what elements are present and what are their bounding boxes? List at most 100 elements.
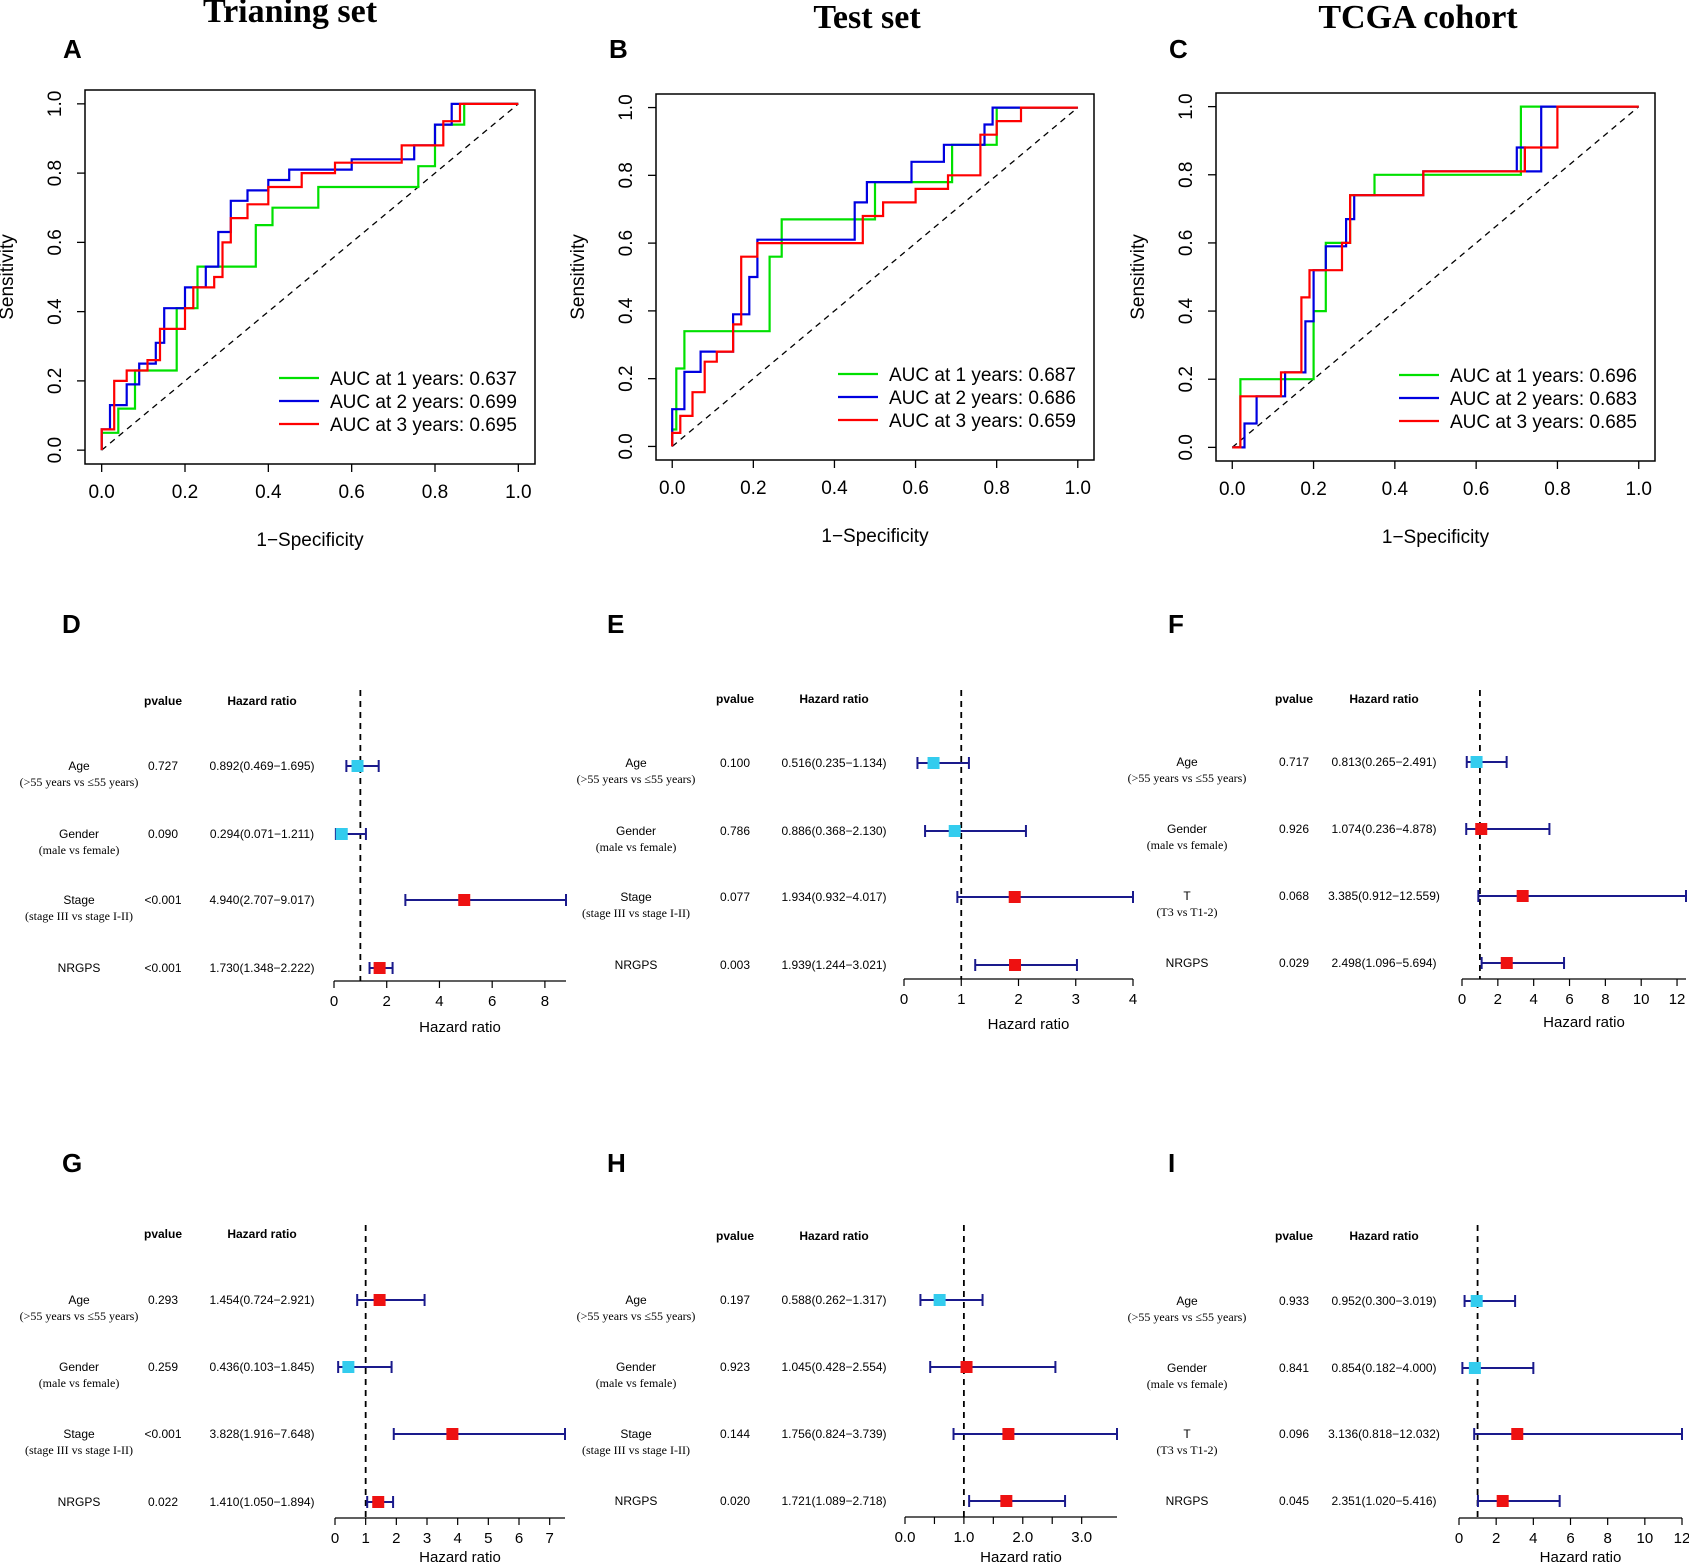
roc-panel-a: Trianing set A 0.0 0.2 0.4 0.6 0.8 1.0 0.0 0.2 0.4… <box>0 0 536 551</box>
hazard-ratio-marker <box>351 760 364 772</box>
pvalue-header: pvalue <box>144 694 182 708</box>
hazard-ratio-marker <box>1470 1295 1483 1307</box>
x-tick-label: 0 <box>900 991 908 1008</box>
row-hazard-ratio: 3.136(0.818−12.032) <box>1328 1427 1440 1441</box>
y-tick-label: 0.6 <box>1176 230 1197 256</box>
panel-label: D <box>62 609 81 639</box>
x-tick-label: 4 <box>453 1530 461 1547</box>
y-tick-label: 1.0 <box>45 91 66 117</box>
x-tick-label: 0.4 <box>821 478 848 499</box>
x-axis-label: Hazard ratio <box>1543 1014 1625 1031</box>
panel-label: E <box>607 609 624 639</box>
y-tick-label: 0.8 <box>616 162 637 188</box>
hazard-ratio-header: Hazard ratio <box>1349 692 1418 706</box>
x-tick-label: 6 <box>1565 991 1573 1008</box>
panel-label: C <box>1169 34 1188 64</box>
y-tick-label: 0.4 <box>616 297 637 324</box>
x-tick-label: 6 <box>1566 1530 1574 1547</box>
hazard-ratio-marker <box>1475 823 1488 835</box>
hazard-ratio-marker <box>373 1294 386 1306</box>
row-pvalue: 0.197 <box>720 1293 750 1307</box>
row-sublabel: (stage III vs stage I-II) <box>25 1443 133 1457</box>
row-pvalue: 0.090 <box>148 827 178 841</box>
row-hazard-ratio: 1.074(0.236−4.878) <box>1331 822 1436 836</box>
roc-curve-2-year <box>671 106 1078 447</box>
y-tick-label: 0.0 <box>616 433 637 459</box>
x-tick-label: 8 <box>541 993 549 1010</box>
row-pvalue: <0.001 <box>144 961 181 975</box>
panel-label: I <box>1168 1148 1175 1178</box>
row-pvalue: 0.786 <box>720 824 750 838</box>
legend-entry: AUC at 2 years: 0.699 <box>330 392 517 413</box>
x-tick-label: 0.6 <box>1463 479 1489 500</box>
x-tick-label: 2.0 <box>1012 1529 1033 1546</box>
row-sublabel: (stage III vs stage I-II) <box>582 906 690 920</box>
x-tick-label: 12 <box>1674 1530 1689 1547</box>
row-sublabel: (>55 years vs ≤55 years) <box>1128 1310 1247 1324</box>
row-label: Gender <box>59 1360 99 1374</box>
legend-entry: AUC at 2 years: 0.686 <box>889 388 1076 409</box>
y-axis-label: Sensitivity <box>1128 234 1149 320</box>
roc-curve-3-year <box>1232 105 1639 449</box>
diagonal-reference-line <box>671 107 1079 447</box>
y-axis-label: Sensitivity <box>568 234 589 320</box>
panel-title: TCGA cohort <box>1318 0 1518 36</box>
row-hazard-ratio: 1.934(0.932−4.017) <box>781 890 886 904</box>
x-tick-label: 4 <box>1530 991 1538 1008</box>
x-axis-label: 1−Specificity <box>256 530 364 551</box>
row-label: Age <box>1176 1294 1198 1308</box>
row-sublabel: (>55 years vs ≤55 years) <box>20 1309 139 1323</box>
x-tick-label: 0 <box>1458 991 1466 1008</box>
row-label: Stage <box>63 1427 95 1441</box>
hazard-ratio-marker <box>927 757 940 769</box>
row-sublabel: (male vs female) <box>39 843 120 857</box>
row-label: NRGPS <box>615 958 658 972</box>
legend-entry: AUC at 1 years: 0.687 <box>889 365 1076 386</box>
row-pvalue: 0.144 <box>720 1427 750 1441</box>
x-tick-label: 4 <box>435 993 443 1010</box>
row-hazard-ratio: 3.385(0.912−12.559) <box>1328 889 1440 903</box>
row-pvalue: 0.717 <box>1279 755 1309 769</box>
x-axis-label: 1−Specificity <box>1382 527 1490 548</box>
row-pvalue: 0.020 <box>720 1494 750 1508</box>
row-label: Age <box>625 1293 647 1307</box>
hazard-ratio-marker <box>1496 1495 1509 1507</box>
pvalue-header: pvalue <box>716 1229 754 1243</box>
y-axis-label: Sensitivity <box>0 234 18 320</box>
row-sublabel: (male vs female) <box>1147 1377 1228 1391</box>
x-tick-label: 1.0 <box>505 482 531 503</box>
row-sublabel: (male vs female) <box>39 1376 120 1390</box>
x-tick-label: 10 <box>1633 991 1650 1008</box>
y-tick-label: 0.6 <box>45 229 66 255</box>
row-pvalue: 0.022 <box>148 1495 178 1509</box>
row-label: Gender <box>59 827 99 841</box>
panel-label: H <box>607 1148 626 1178</box>
panel-title: Test set <box>813 0 921 36</box>
row-hazard-ratio: 0.813(0.265−2.491) <box>1331 755 1436 769</box>
hazard-ratio-header: Hazard ratio <box>799 1229 868 1243</box>
pvalue-header: pvalue <box>1275 1229 1313 1243</box>
plot-frame <box>84 89 536 465</box>
row-sublabel: (male vs female) <box>596 1376 677 1390</box>
y-tick-label: 0.6 <box>616 230 637 256</box>
hazard-ratio-marker <box>1468 1362 1481 1374</box>
x-tick-label: 0.4 <box>1382 479 1409 500</box>
row-pvalue: 0.077 <box>720 890 750 904</box>
row-sublabel: (>55 years vs ≤55 years) <box>577 772 696 786</box>
roc-panel-b: Test set B 0.0 0.2 0.4 0.6 0.8 1.0 0.0 0.2 0.4 0.6 0… <box>568 0 1095 547</box>
row-pvalue: 0.841 <box>1279 1361 1309 1375</box>
hazard-ratio-marker <box>1009 959 1022 971</box>
x-tick-label: 5 <box>484 1530 492 1547</box>
x-tick-label: 0.6 <box>338 482 364 503</box>
hazard-ratio-header: Hazard ratio <box>227 694 296 708</box>
row-hazard-ratio: 0.952(0.300−3.019) <box>1331 1294 1436 1308</box>
row-label: Age <box>68 1293 90 1307</box>
row-hazard-ratio: 2.351(1.020−5.416) <box>1331 1494 1436 1508</box>
row-sublabel: (>55 years vs ≤55 years) <box>1128 771 1247 785</box>
row-sublabel: (>55 years vs ≤55 years) <box>20 775 139 789</box>
row-label: NRGPS <box>615 1494 658 1508</box>
row-label: NRGPS <box>58 961 101 975</box>
x-tick-label: 8 <box>1603 1530 1611 1547</box>
